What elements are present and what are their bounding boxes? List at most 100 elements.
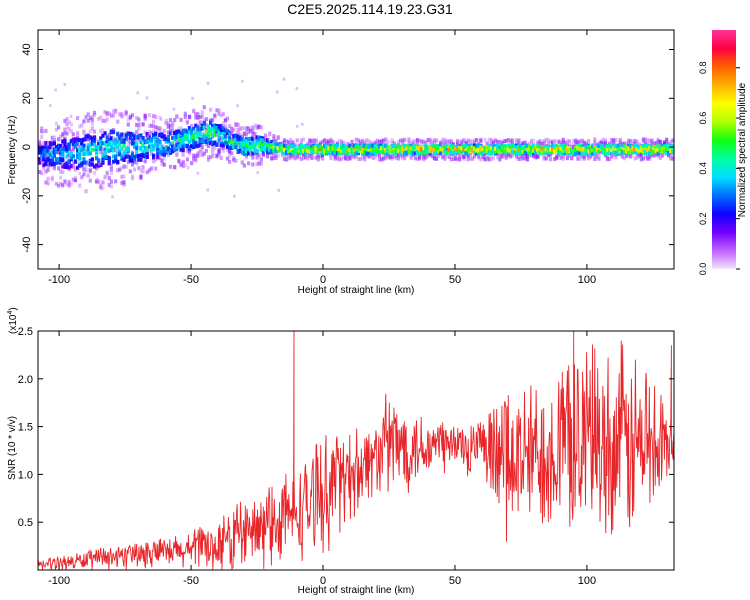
heatmap-cell xyxy=(63,83,67,87)
heatmap-cell xyxy=(339,156,344,161)
heatmap-cell xyxy=(221,143,225,148)
heatmap-cell xyxy=(561,148,565,153)
heatmap-cell xyxy=(181,144,185,149)
heatmap-cell xyxy=(191,96,194,100)
heatmap-cell xyxy=(130,152,135,157)
heatmap-cell xyxy=(373,144,377,149)
heatmap-cell xyxy=(230,126,234,131)
heatmap-cell xyxy=(612,139,616,144)
heatmap-cell xyxy=(301,156,306,161)
heatmap-cell xyxy=(593,156,597,161)
heatmap-cell xyxy=(202,120,206,125)
heatmap-cell xyxy=(251,140,255,145)
heatmap-cell xyxy=(658,156,662,161)
heatmap-cell xyxy=(483,156,487,161)
heatmap-cell xyxy=(198,129,202,134)
heatmap-cell xyxy=(646,156,650,161)
heatmap-cell xyxy=(308,145,312,150)
heatmap-cell xyxy=(641,156,646,161)
heatmap-cell xyxy=(139,175,143,180)
heatmap-cell xyxy=(80,141,84,146)
heatmap-cell xyxy=(276,148,280,153)
heatmap-cell xyxy=(63,143,67,148)
heatmap-cell xyxy=(418,146,422,151)
heatmap-cell xyxy=(384,147,388,152)
heatmap-cell xyxy=(270,146,274,151)
heatmap-cell xyxy=(386,151,390,156)
heatmap-cell xyxy=(80,162,84,167)
heatmap-cell xyxy=(187,148,192,153)
heatmap-cell xyxy=(453,146,458,151)
heatmap-cell xyxy=(241,79,244,83)
heatmap-cell xyxy=(46,181,50,186)
heatmap-cell xyxy=(449,138,453,143)
heatmap-cell xyxy=(515,154,519,159)
heatmap-cell xyxy=(105,117,109,122)
heatmap-cell xyxy=(230,129,234,134)
heatmap-cell xyxy=(92,139,97,144)
heatmap-cell xyxy=(211,124,215,129)
spectrogram-x-axis-label: Height of straight line (km) xyxy=(298,285,415,296)
heatmap-cell xyxy=(624,141,629,146)
heatmap-cell xyxy=(54,181,59,186)
heatmap-cell xyxy=(48,158,52,163)
heatmap-cell xyxy=(593,140,597,145)
heatmap-cell xyxy=(523,156,527,161)
heatmap-cell xyxy=(428,145,432,150)
heatmap-cell xyxy=(46,148,50,153)
heatmap-cell xyxy=(211,118,215,123)
heatmap-cell xyxy=(487,146,491,151)
heatmap-cell xyxy=(149,166,154,171)
heatmap-cell xyxy=(183,114,187,119)
heatmap-cell xyxy=(384,143,388,148)
heatmap-cell xyxy=(44,169,48,174)
heatmap-cell xyxy=(489,141,493,146)
heatmap-cell xyxy=(158,148,162,153)
heatmap-cell xyxy=(73,137,78,142)
heatmap-cell xyxy=(346,153,350,158)
heatmap-cell xyxy=(42,153,46,158)
heatmap-cell xyxy=(356,138,360,143)
heatmap-cell xyxy=(49,104,52,108)
heatmap-cell xyxy=(116,168,120,173)
heatmap-cell xyxy=(162,137,166,142)
heatmap-cell xyxy=(299,138,303,143)
heatmap-cell xyxy=(181,152,185,157)
heatmap-cell xyxy=(483,137,487,142)
heatmap-cell xyxy=(618,149,622,154)
heatmap-cell xyxy=(240,137,244,142)
heatmap-cell xyxy=(126,147,130,152)
heatmap-cell xyxy=(595,148,599,153)
heatmap-cell xyxy=(228,159,232,164)
heatmap-cell xyxy=(392,141,396,146)
heatmap-cell xyxy=(198,121,202,126)
heatmap-cell xyxy=(103,131,107,136)
heatmap-cell xyxy=(352,154,356,159)
heatmap-cell xyxy=(546,152,550,157)
heatmap-cell xyxy=(107,111,111,116)
heatmap-cell xyxy=(253,148,257,153)
heatmap-cell xyxy=(185,137,189,142)
heatmap-cell xyxy=(392,154,396,159)
heatmap-cell xyxy=(304,151,308,156)
heatmap-cell xyxy=(329,152,333,157)
heatmap-cell xyxy=(401,151,405,156)
heatmap-cell xyxy=(443,141,447,146)
heatmap-cell xyxy=(187,145,192,150)
heatmap-cell xyxy=(352,143,356,148)
heatmap-cell xyxy=(662,140,667,145)
heatmap-cell xyxy=(409,146,413,151)
heatmap-cell xyxy=(570,155,574,160)
heatmap-cell xyxy=(109,167,113,172)
heatmap-cell xyxy=(135,137,139,142)
heatmap-cell xyxy=(464,143,468,148)
heatmap-cell xyxy=(38,139,42,144)
heatmap-cell xyxy=(443,145,447,150)
heatmap-cell xyxy=(109,148,113,153)
heatmap-cell xyxy=(601,146,605,151)
heatmap-cell xyxy=(268,146,272,151)
heatmap-cell xyxy=(99,115,103,120)
heatmap-cell xyxy=(656,141,660,146)
heatmap-cell xyxy=(605,151,610,156)
heatmap-cell xyxy=(466,157,470,162)
